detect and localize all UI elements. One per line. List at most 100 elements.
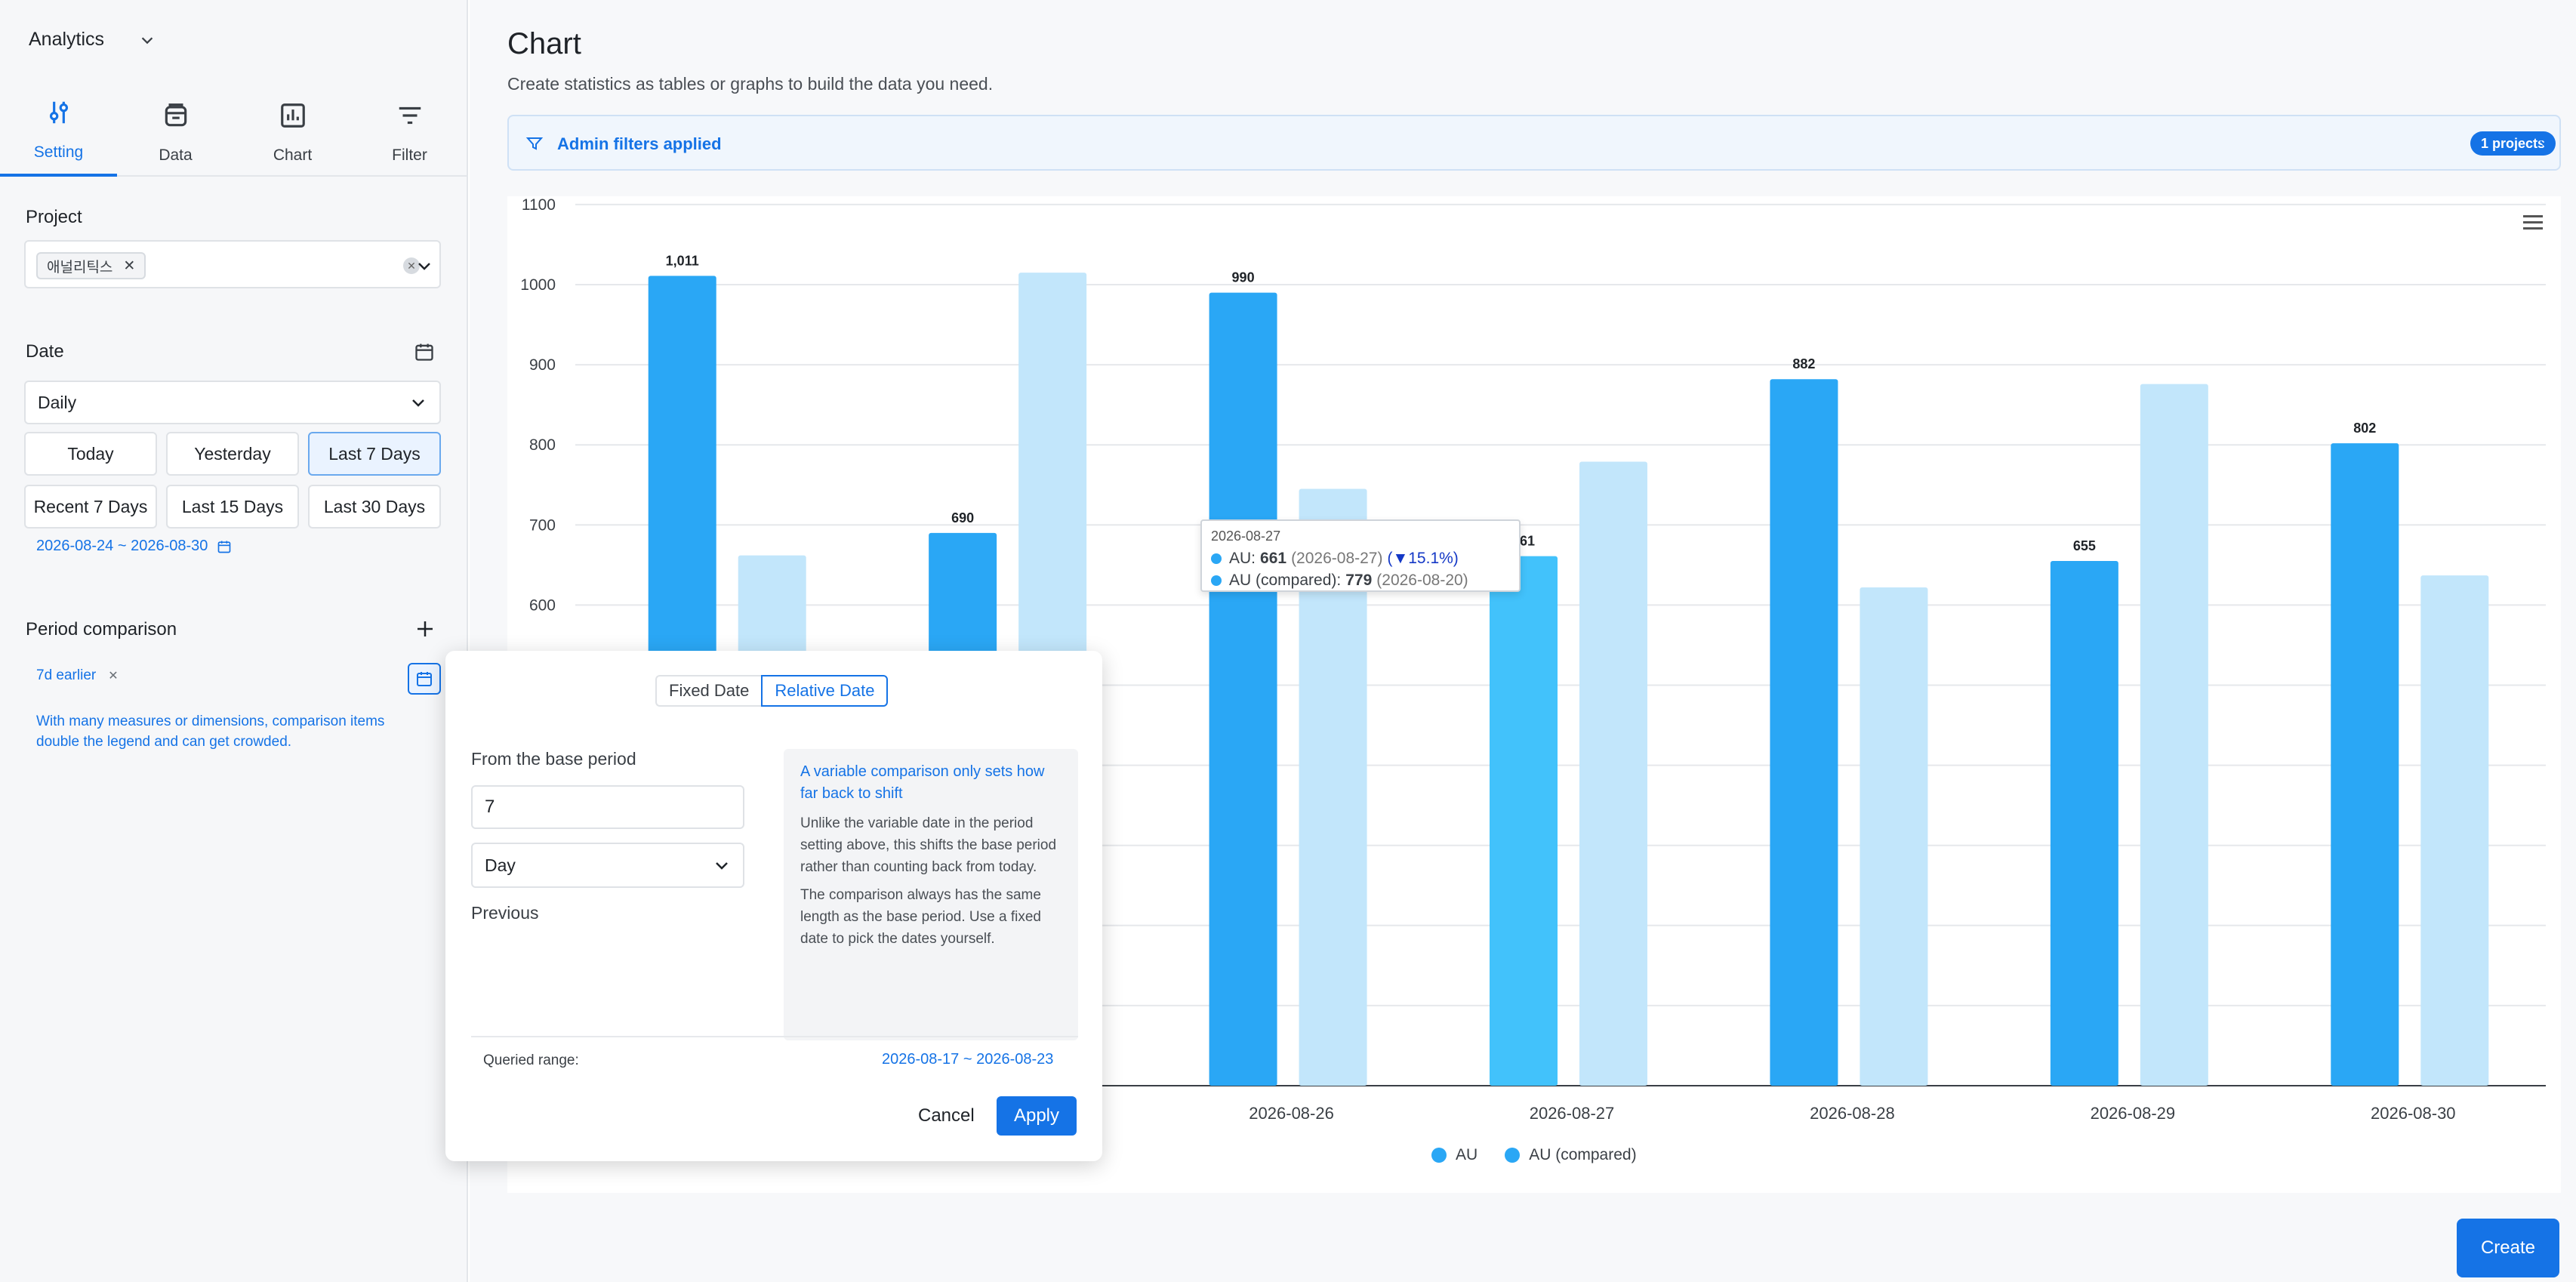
previous-label: Previous	[471, 903, 539, 923]
tab-label: Chart	[273, 146, 313, 164]
page-title: Chart	[507, 27, 581, 60]
x-tick-label: 2026-08-29	[2091, 1104, 2176, 1123]
tooltip-row-date: (2026-08-20)	[1376, 571, 1468, 589]
tooltip-row-au: AU: 661 (2026-08-27) (▼15.1%)	[1211, 547, 1510, 569]
tab-label: Setting	[33, 143, 84, 161]
yesterday-button[interactable]: Yesterday	[166, 432, 299, 476]
tooltip-dot	[1211, 553, 1222, 564]
data-label: 990	[1232, 270, 1255, 285]
period-chip[interactable]: 7d earlier ✕	[36, 667, 119, 684]
y-tick-label: 1000	[520, 276, 556, 294]
period-comparison-label: Period comparison	[26, 619, 177, 639]
tooltip-value: 779	[1345, 571, 1373, 589]
date-mode-toggle: Fixed Date Relative Date	[655, 675, 889, 707]
chevron-down-icon[interactable]	[415, 257, 433, 275]
project-chip: 애널리틱스 ✕	[36, 252, 146, 279]
page-subtitle: Create statistics as tables or graphs to…	[507, 74, 994, 94]
bar-au-compared	[2140, 384, 2208, 1086]
bar-au-compared	[1299, 488, 1367, 1086]
period-hint: With many measures or dimensions, compar…	[36, 713, 385, 750]
workspace-selector[interactable]: Analytics	[29, 29, 156, 51]
settings-sidebar: Analytics Setting Data Chart Filter Proj…	[0, 0, 468, 1282]
comparison-popup: Fixed Date Relative Date From the base p…	[445, 651, 1102, 1161]
tooltip-row-compared: AU (compared): 779 (2026-08-20)	[1211, 569, 1510, 591]
tooltip-value: 661	[1260, 549, 1287, 567]
y-tick-label: 600	[529, 596, 556, 614]
chart-tooltip: 2026-08-27 AU: 661 (2026-08-27) (▼15.1%)…	[1200, 519, 1521, 592]
admin-filter-bar[interactable]: Admin filters applied 1 projects	[507, 115, 2561, 171]
hamburger-menu-icon[interactable]	[2522, 213, 2544, 233]
funnel-icon	[525, 137, 544, 150]
shift-amount-input[interactable]: 7	[471, 785, 744, 829]
sidebar-tabs: Setting Data Chart Filter	[0, 91, 468, 177]
period-chip-label: 7d earlier	[36, 667, 97, 683]
tooltip-change: (▼15.1%)	[1387, 549, 1459, 567]
y-tick-label: 700	[529, 516, 556, 534]
x-tick-label: 2026-08-26	[1249, 1104, 1334, 1123]
last-15-days-button[interactable]: Last 15 Days	[166, 485, 299, 529]
calendar-icon	[218, 541, 231, 553]
legend-label: AU (compared)	[1529, 1146, 1637, 1163]
calendar-icon[interactable]	[414, 341, 435, 362]
cancel-button[interactable]: Cancel	[918, 1105, 975, 1126]
projects-badge: 1 projects	[2470, 131, 2556, 156]
info-box: A variable comparison only sets how far …	[784, 749, 1078, 1040]
legend-item-au-compared[interactable]: AU (compared)	[1505, 1146, 1637, 1164]
tab-label: Data	[159, 146, 193, 164]
calendar-icon	[417, 672, 432, 686]
chip-remove-icon[interactable]: ✕	[123, 257, 136, 274]
plus-icon[interactable]	[414, 618, 436, 640]
bar-au	[2050, 561, 2118, 1086]
info-title: A variable comparison only sets how far …	[800, 763, 1045, 802]
data-label: 802	[2353, 421, 2376, 436]
today-button[interactable]: Today	[24, 432, 157, 476]
y-tick-label: 1100	[522, 196, 556, 214]
granularity-select[interactable]: Daily	[24, 381, 441, 424]
tooltip-series-name: AU (compared):	[1229, 571, 1342, 589]
chart-icon	[280, 103, 305, 128]
from-base-label: From the base period	[471, 749, 636, 769]
project-label: Project	[26, 207, 82, 227]
bar-au	[2331, 443, 2399, 1086]
bar-au	[1209, 292, 1277, 1086]
divider	[471, 1036, 1078, 1037]
date-range-value: 2026-08-24 ~ 2026-08-30	[36, 538, 208, 554]
tab-data[interactable]: Data	[117, 91, 234, 177]
legend-item-au[interactable]: AU	[1431, 1146, 1478, 1164]
bar-au-compared	[1860, 587, 1928, 1086]
sliders-icon	[49, 101, 68, 124]
tab-setting[interactable]: Setting	[0, 91, 117, 177]
tab-chart[interactable]: Chart	[234, 91, 351, 177]
create-button[interactable]: Create	[2457, 1219, 2559, 1277]
queried-range-label: Queried range:	[483, 1052, 579, 1068]
legend-label: AU	[1456, 1146, 1478, 1163]
date-label: Date	[26, 341, 64, 362]
tooltip-series-name: AU:	[1229, 549, 1256, 567]
chevron-down-icon[interactable]	[2537, 134, 2555, 153]
relative-date-button[interactable]: Relative Date	[761, 675, 889, 707]
info-text: The comparison always has the same lengt…	[800, 887, 1041, 947]
chevron-down-icon	[716, 862, 728, 870]
clear-icon[interactable]: ✕	[403, 257, 420, 274]
data-label: 655	[2073, 538, 2096, 553]
chevron-down-icon	[412, 399, 424, 407]
shift-unit-select[interactable]: Day	[471, 843, 744, 888]
apply-button[interactable]: Apply	[997, 1096, 1077, 1136]
recent-7-days-button[interactable]: Recent 7 Days	[24, 485, 157, 529]
project-select[interactable]: 애널리틱스 ✕ ✕	[24, 240, 441, 288]
date-range-link[interactable]: 2026-08-24 ~ 2026-08-30	[36, 538, 232, 555]
data-label: 1,011	[666, 253, 699, 268]
data-label: 882	[1792, 356, 1815, 371]
shift-unit-value: Day	[485, 855, 516, 875]
bar-au	[1770, 379, 1838, 1086]
tab-filter[interactable]: Filter	[351, 91, 468, 177]
period-calendar-button[interactable]	[408, 663, 441, 695]
last-7-days-button[interactable]: Last 7 Days	[308, 432, 441, 476]
last-30-days-button[interactable]: Last 30 Days	[308, 485, 441, 529]
fixed-date-button[interactable]: Fixed Date	[655, 675, 762, 707]
chip-remove-icon[interactable]: ✕	[108, 670, 119, 683]
bar-au-compared	[2420, 575, 2489, 1086]
tooltip-date: 2026-08-27	[1211, 529, 1281, 544]
filter-text: Admin filters applied	[557, 134, 722, 153]
project-chip-label: 애널리틱스	[47, 259, 113, 276]
